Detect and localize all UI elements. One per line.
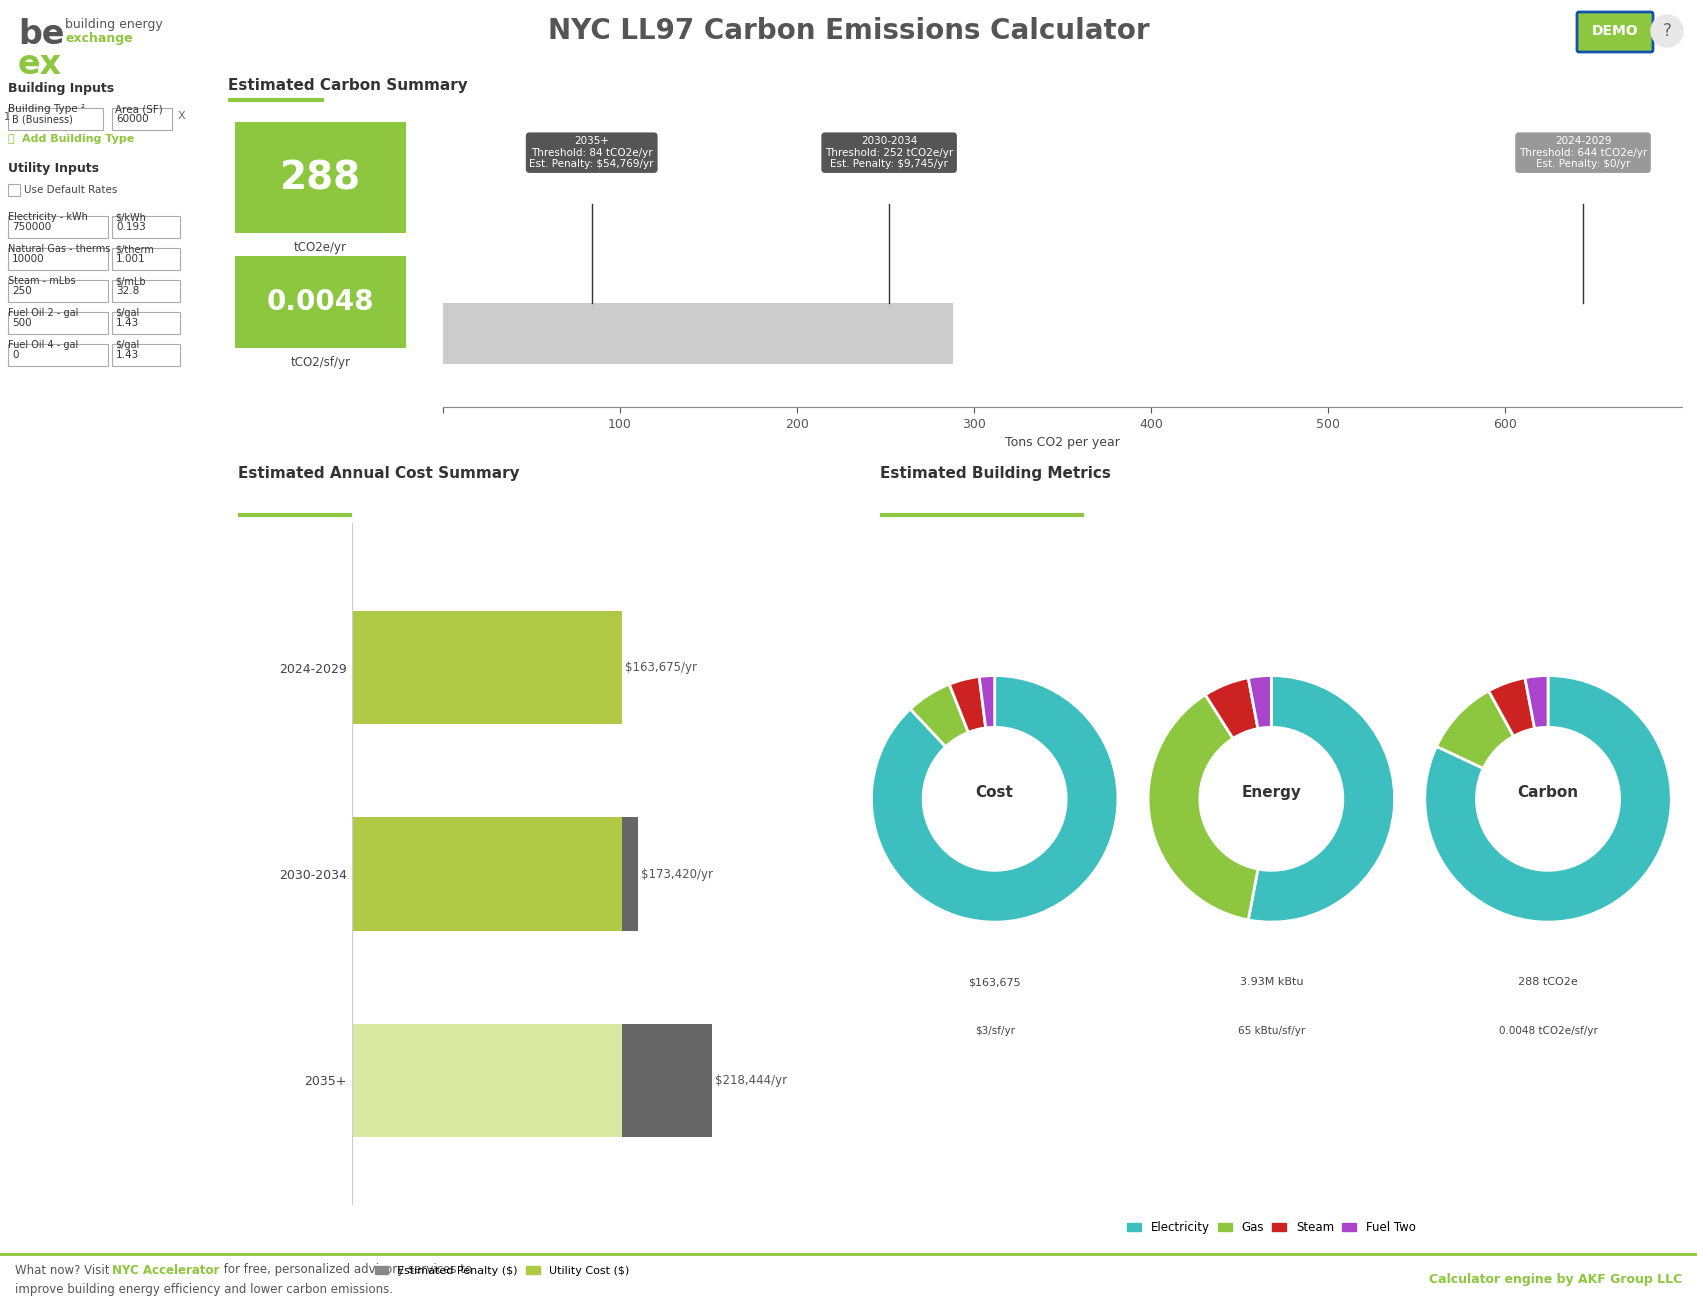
Text: NYC Accelerator: NYC Accelerator	[112, 1264, 219, 1277]
Text: 500: 500	[12, 318, 32, 328]
Text: $3/sf/yr: $3/sf/yr	[974, 1025, 1015, 1036]
Text: building energy: building energy	[64, 18, 163, 31]
Bar	[8, 280, 109, 302]
Text: Fuel Oil 2 - gal: Fuel Oil 2 - gal	[8, 307, 78, 318]
Text: $163,675: $163,675	[969, 977, 1022, 988]
Text: Area (SF): Area (SF)	[115, 105, 163, 114]
Text: Estimated Building Metrics: Estimated Building Metrics	[879, 467, 1110, 481]
Text: improve building energy efficiency and lower carbon emissions.: improve building energy efficiency and l…	[15, 1283, 394, 1296]
FancyBboxPatch shape	[236, 123, 406, 234]
Text: tCO2e/yr: tCO2e/yr	[294, 241, 348, 254]
Text: 60000: 60000	[115, 114, 149, 124]
Bar	[112, 249, 180, 269]
Text: exchange: exchange	[64, 31, 132, 44]
Text: 0.0048 tCO2e/sf/yr: 0.0048 tCO2e/sf/yr	[1498, 1025, 1597, 1036]
Text: DEMO: DEMO	[1592, 24, 1638, 38]
Text: $/gal: $/gal	[115, 340, 139, 351]
Text: Electricity - kWh: Electricity - kWh	[8, 212, 88, 222]
Bar	[8, 216, 109, 238]
Text: What now? Visit: What now? Visit	[15, 1264, 114, 1277]
Text: 1.001: 1.001	[115, 254, 146, 264]
Text: 0.0048: 0.0048	[266, 288, 375, 317]
Text: 250: 250	[12, 286, 32, 296]
Bar	[112, 280, 180, 302]
Text: ex: ex	[19, 48, 63, 81]
Text: Fuel Oil 4 - gal: Fuel Oil 4 - gal	[8, 340, 78, 351]
Bar	[8, 344, 109, 366]
Text: $/kWh: $/kWh	[115, 212, 146, 222]
Text: $/gal: $/gal	[115, 307, 139, 318]
Bar	[8, 109, 104, 129]
Text: 750000: 750000	[12, 222, 51, 232]
Legend: Electricity, Gas, Steam, Fuel Two: Electricity, Gas, Steam, Fuel Two	[1122, 1216, 1420, 1239]
Bar	[112, 313, 180, 334]
FancyBboxPatch shape	[1577, 12, 1653, 52]
Text: 32.8: 32.8	[115, 286, 139, 296]
Text: 288 tCO2e: 288 tCO2e	[1519, 977, 1578, 988]
Text: Use Default Rates: Use Default Rates	[24, 184, 117, 195]
Text: 3.93M kBtu: 3.93M kBtu	[1239, 977, 1303, 988]
Text: NYC LL97 Carbon Emissions Calculator: NYC LL97 Carbon Emissions Calculator	[548, 17, 1149, 44]
Text: 1: 1	[3, 112, 10, 122]
FancyBboxPatch shape	[236, 255, 406, 348]
Text: 0: 0	[12, 351, 19, 360]
Text: 10000: 10000	[12, 254, 44, 264]
Text: 65 kBtu/sf/yr: 65 kBtu/sf/yr	[1237, 1025, 1305, 1036]
Text: $/therm: $/therm	[115, 245, 154, 254]
Text: $/mLb: $/mLb	[115, 276, 146, 286]
Text: Building Inputs: Building Inputs	[8, 82, 114, 95]
Text: 1.43: 1.43	[115, 318, 139, 328]
Text: Add Building Type: Add Building Type	[22, 133, 134, 144]
Text: 0.193: 0.193	[115, 222, 146, 232]
Text: be: be	[19, 18, 64, 51]
Bar	[8, 249, 109, 269]
Text: 1.43: 1.43	[115, 351, 139, 360]
Text: B (Business): B (Business)	[12, 114, 73, 124]
Text: Steam - mLbs: Steam - mLbs	[8, 276, 76, 286]
Circle shape	[1651, 14, 1683, 47]
Text: ➕: ➕	[8, 133, 15, 144]
Text: tCO2/sf/yr: tCO2/sf/yr	[290, 356, 351, 369]
Text: Utility Inputs: Utility Inputs	[8, 162, 98, 175]
Text: for free, personalized advisory services to: for free, personalized advisory services…	[221, 1264, 472, 1277]
Text: ?: ?	[1663, 22, 1672, 41]
Text: Estimated Carbon Summary: Estimated Carbon Summary	[227, 78, 468, 93]
Bar	[8, 313, 109, 334]
Bar	[112, 344, 180, 366]
Bar	[8, 184, 20, 196]
Text: Estimated Annual Cost Summary: Estimated Annual Cost Summary	[238, 467, 519, 481]
Text: Natural Gas - therms: Natural Gas - therms	[8, 245, 110, 254]
Bar	[112, 109, 171, 129]
Bar	[112, 216, 180, 238]
Text: X: X	[178, 111, 185, 122]
Text: 288: 288	[280, 160, 361, 198]
Text: Calculator engine by AKF Group LLC: Calculator engine by AKF Group LLC	[1429, 1274, 1682, 1287]
Text: Building Type ²: Building Type ²	[8, 105, 85, 114]
